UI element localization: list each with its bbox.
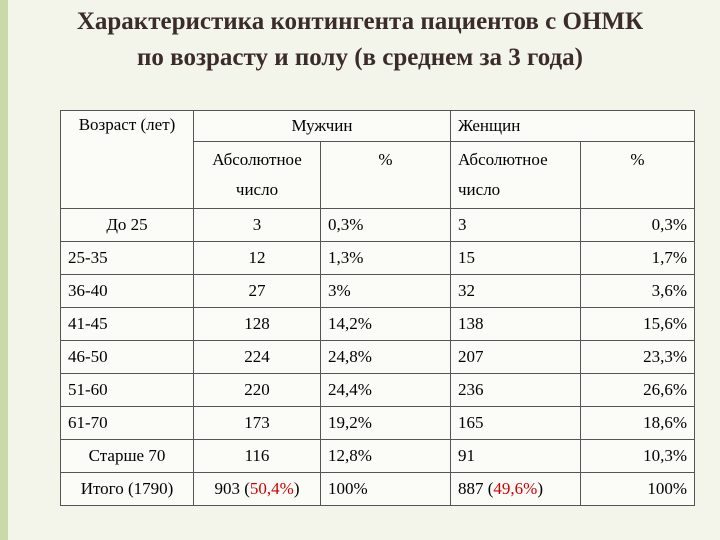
header-row: Возраст (лет) Мужчин Женщин — [60, 110, 695, 209]
header-row: Абсолютное число % Абсолютное число % — [61, 141, 695, 209]
table-cell: 207 — [450, 340, 581, 374]
table-row: До 25 3 0,3% 3 0,3% — [60, 208, 695, 242]
table-cell: 0,3% — [320, 208, 451, 242]
slide-title: Характеристика контингента пациентов с О… — [0, 4, 720, 76]
table-cell: 220 — [193, 373, 321, 407]
table-cell: 128 — [193, 307, 321, 341]
data-table: Возраст (лет) Мужчин Женщин Абсолютное ч… — [60, 110, 695, 506]
header-cell: % — [320, 141, 451, 209]
table-cell: 15,6% — [580, 307, 695, 341]
title-line: по возрасту и полу (в среднем за 3 года) — [136, 44, 584, 71]
table-cell: 173 — [193, 406, 321, 440]
table-cell: 18,6% — [580, 406, 695, 440]
table-cell: 61-70 — [60, 406, 194, 440]
table-row: 51-60 220 24,4% 236 26,6% — [60, 373, 695, 407]
table-cell: 3,6% — [580, 274, 695, 308]
table-row: 41-45 128 14,2% 138 15,6% — [60, 307, 695, 341]
table-cell: 3% — [320, 274, 451, 308]
cell-text: 887 ( — [458, 479, 494, 498]
table-cell: 51-60 — [60, 373, 194, 407]
table-cell: Старше 70 — [60, 439, 194, 473]
table-cell: 36-40 — [60, 274, 194, 308]
table-cell: 236 — [450, 373, 581, 407]
table-cell: 12 — [193, 241, 321, 275]
table-body: Возраст (лет) Мужчин Женщин Абсолютное ч… — [60, 110, 695, 506]
table-row: 36-40 27 3% 32 3,6% — [60, 274, 695, 308]
table-cell: 24,4% — [320, 373, 451, 407]
cell-text: 903 ( — [214, 479, 250, 498]
table-cell: 887 (49,6%) — [450, 472, 581, 506]
table-cell: 10,3% — [580, 439, 695, 473]
cell-text: ) — [293, 479, 300, 498]
table-cell: 32 — [450, 274, 581, 308]
table-cell: 14,2% — [320, 307, 451, 341]
table-cell: До 25 — [60, 208, 194, 242]
decor-stripe — [0, 0, 8, 540]
cell-text: ) — [537, 479, 544, 498]
header-cell: Абсолютное число — [450, 141, 581, 209]
header-cell: Возраст (лет) — [60, 110, 194, 209]
share-highlight: 50,4% — [249, 479, 294, 498]
header-cell: Женщин — [450, 110, 695, 142]
table-cell: 26,6% — [580, 373, 695, 407]
table-cell: 0,3% — [580, 208, 695, 242]
header-cell: Абсолютное число — [193, 141, 321, 209]
table-cell: 27 — [193, 274, 321, 308]
table-cell: 23,3% — [580, 340, 695, 374]
table-cell: 25-35 — [60, 241, 194, 275]
table-cell: 224 — [193, 340, 321, 374]
table-cell: 1,3% — [320, 241, 451, 275]
table-cell: 15 — [450, 241, 581, 275]
table-cell: 41-45 — [60, 307, 194, 341]
table-cell: 19,2% — [320, 406, 451, 440]
title-line: Характеристика контингента пациентов с О… — [76, 8, 644, 35]
table-cell: 3 — [450, 208, 581, 242]
table-cell: 100% — [580, 472, 695, 506]
table-cell: 116 — [193, 439, 321, 473]
share-highlight: 49,6% — [493, 479, 538, 498]
table-row: 25-35 12 1,3% 15 1,7% — [60, 241, 695, 275]
table-cell: 1,7% — [580, 241, 695, 275]
table-cell: 100% — [320, 472, 451, 506]
table-row: 46-50 224 24,8% 207 23,3% — [60, 340, 695, 374]
table-cell: Итого (1790) — [60, 472, 194, 506]
table-cell: 165 — [450, 406, 581, 440]
table-cell: 91 — [450, 439, 581, 473]
table-cell: 12,8% — [320, 439, 451, 473]
table-row: Итого (1790) 903 (50,4%) 100% 887 (49,6%) 10… — [60, 472, 695, 506]
table-row: 61-70 173 19,2% 165 18,6% — [60, 406, 695, 440]
table-row: Старше 70 116 12,8% 91 10,3% — [60, 439, 695, 473]
table-cell: 903 (50,4%) — [193, 472, 321, 506]
table-cell: 138 — [450, 307, 581, 341]
table-cell: 46-50 — [60, 340, 194, 374]
table-cell: 3 — [193, 208, 321, 242]
table-cell: 24,8% — [320, 340, 451, 374]
header-cell: Мужчин — [193, 110, 451, 142]
header-cell: % — [580, 141, 695, 209]
